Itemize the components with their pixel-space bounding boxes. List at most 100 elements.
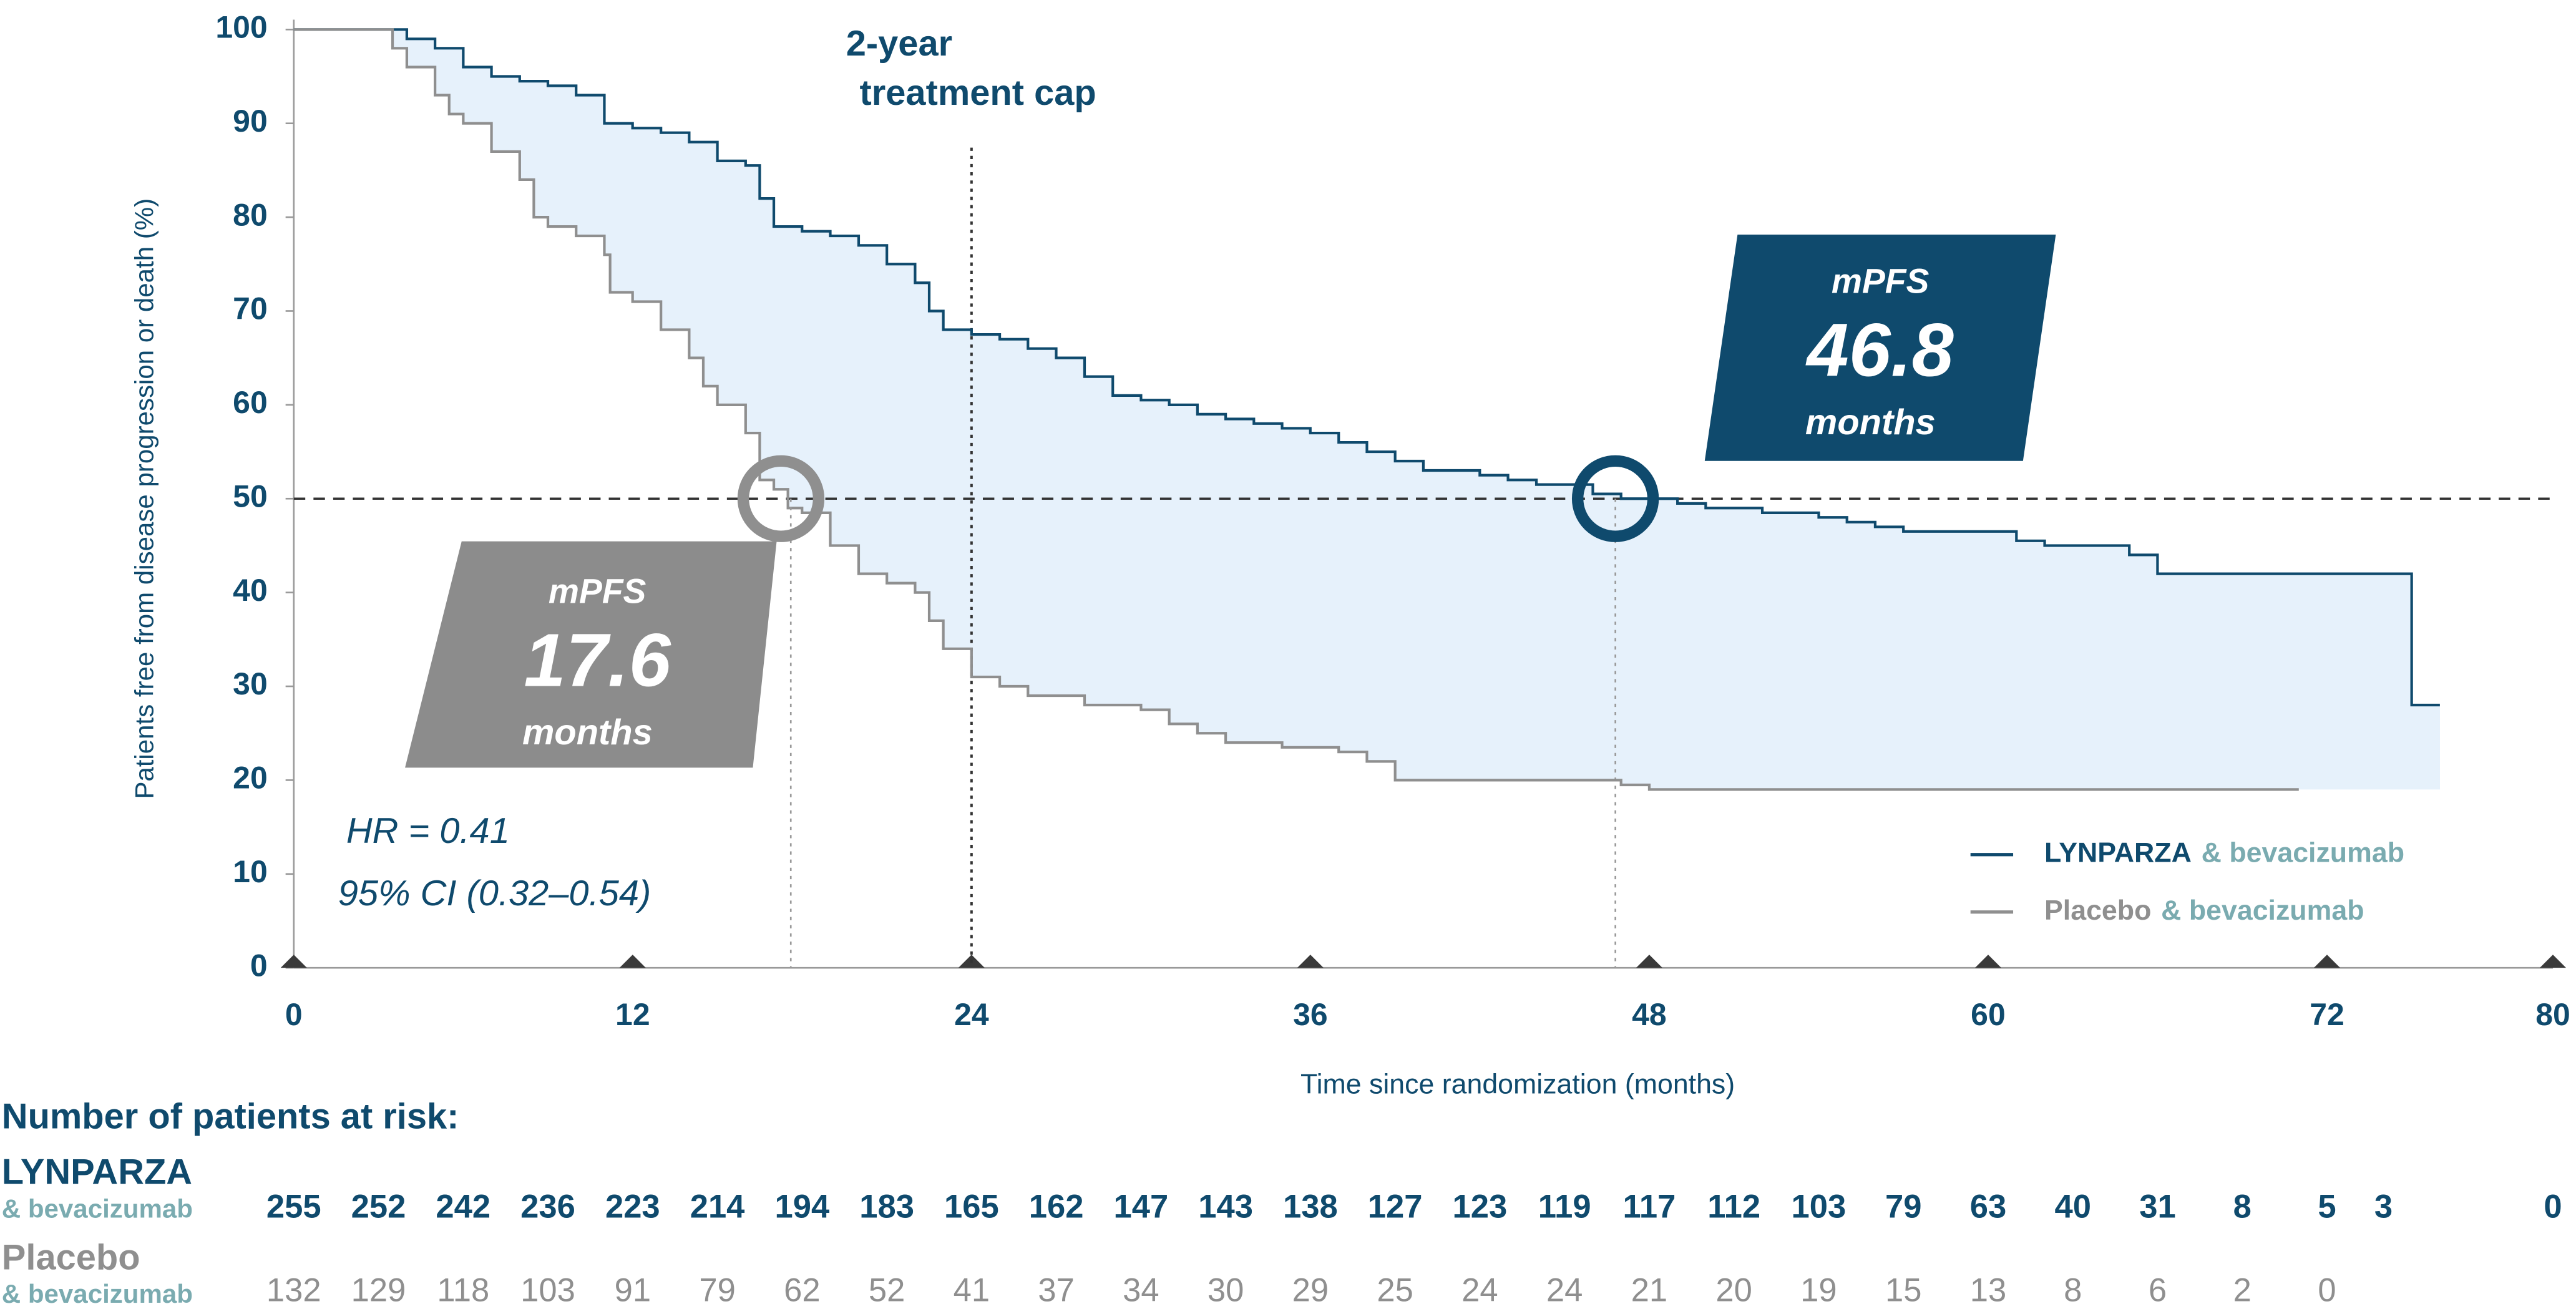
legend-combo: & bevacizumab xyxy=(2202,838,2404,869)
risk-count: 223 xyxy=(605,1189,660,1225)
risk-row-sublabel: & bevacizumab xyxy=(2,1279,193,1308)
cap-label: 2-year xyxy=(846,24,952,64)
risk-count: 147 xyxy=(1114,1189,1169,1225)
risk-count: 118 xyxy=(437,1272,489,1309)
mpfs-circle xyxy=(1571,455,1659,542)
risk-count: 112 xyxy=(1707,1189,1760,1225)
x-tick-label: 72 xyxy=(2310,997,2344,1032)
risk-count: 52 xyxy=(869,1272,905,1309)
risk-count: 129 xyxy=(351,1272,406,1309)
mpfs-unit: months xyxy=(1805,402,1936,442)
y-tick-label: 100 xyxy=(215,10,267,45)
x-tick xyxy=(280,955,307,968)
risk-count: 143 xyxy=(1198,1189,1253,1225)
risk-count: 138 xyxy=(1283,1189,1338,1225)
y-tick-label: 90 xyxy=(233,104,268,139)
risk-count: 8 xyxy=(2233,1189,2252,1225)
risk-count: 79 xyxy=(1885,1189,1921,1225)
km-curve xyxy=(293,28,2440,707)
gray-callout xyxy=(405,541,777,768)
shaded-area xyxy=(293,29,2441,790)
legend-entry: Placebo & bevacizumab xyxy=(2044,895,2364,926)
x-tick xyxy=(2539,955,2567,968)
y-tick-label: 30 xyxy=(233,666,268,701)
risk-count: 63 xyxy=(1970,1189,2006,1225)
risk-count: 13 xyxy=(1970,1272,2006,1309)
risk-title: Number of patients at risk: xyxy=(2,1096,459,1136)
risk-count: 21 xyxy=(1631,1272,1667,1309)
y-tick-label: 60 xyxy=(233,385,268,420)
risk-count: 20 xyxy=(1715,1272,1752,1309)
risk-count: 0 xyxy=(2318,1272,2336,1309)
legend-combo: & bevacizumab xyxy=(2161,895,2364,926)
y-tick-label: 70 xyxy=(233,291,268,326)
risk-count: 37 xyxy=(1038,1272,1074,1309)
y-tick-label: 10 xyxy=(233,854,268,889)
risk-count: 236 xyxy=(520,1189,575,1225)
risk-count: 123 xyxy=(1453,1189,1508,1225)
risk-count: 252 xyxy=(351,1189,406,1225)
risk-count: 24 xyxy=(1461,1272,1498,1309)
x-tick xyxy=(619,955,646,968)
y-axis-label: Patients free from disease progression o… xyxy=(129,198,159,799)
confidence-interval: 95% CI (0.32–0.54) xyxy=(338,873,651,913)
risk-count: 19 xyxy=(1800,1272,1837,1309)
legend-name: LYNPARZA xyxy=(2044,838,2192,869)
cap-label: treatment cap xyxy=(859,73,1096,113)
risk-count: 31 xyxy=(2139,1189,2175,1225)
km-curve xyxy=(293,28,2299,791)
risk-count: 2 xyxy=(2233,1272,2252,1309)
risk-count: 24 xyxy=(1546,1272,1583,1309)
risk-count: 132 xyxy=(266,1272,321,1309)
risk-count: 0 xyxy=(2544,1189,2562,1225)
risk-count: 3 xyxy=(2374,1189,2393,1225)
risk-count: 62 xyxy=(784,1272,820,1309)
x-tick-label: 36 xyxy=(1293,997,1328,1032)
risk-count: 255 xyxy=(266,1189,321,1225)
mpfs-label: mPFS xyxy=(549,572,646,610)
x-axis-label: Time since randomization (months) xyxy=(1300,1069,1735,1099)
risk-count: 41 xyxy=(954,1272,990,1309)
risk-count: 165 xyxy=(944,1189,999,1225)
blue-callout xyxy=(1704,234,2056,461)
risk-count: 29 xyxy=(1292,1272,1329,1309)
risk-row-sublabel: & bevacizumab xyxy=(2,1194,193,1223)
risk-count: 162 xyxy=(1029,1189,1084,1225)
legend-entry: LYNPARZA & bevacizumab xyxy=(2044,838,2404,869)
x-tick-label: 12 xyxy=(615,997,650,1032)
mpfs-value: 17.6 xyxy=(524,618,671,702)
legend-name: Placebo xyxy=(2044,895,2151,926)
mpfs-label: mPFS xyxy=(1832,261,1930,300)
risk-count: 103 xyxy=(1792,1189,1847,1225)
risk-count: 40 xyxy=(2054,1189,2091,1225)
y-tick-label: 50 xyxy=(233,479,268,513)
y-tick-label: 80 xyxy=(233,197,268,232)
x-tick-label: 60 xyxy=(1971,997,2006,1032)
risk-count: 119 xyxy=(1538,1189,1591,1225)
risk-count: 25 xyxy=(1377,1272,1413,1309)
risk-row-label: Placebo xyxy=(2,1237,140,1277)
x-tick xyxy=(1974,955,2001,968)
risk-count: 214 xyxy=(690,1189,745,1225)
risk-count: 127 xyxy=(1368,1189,1423,1225)
risk-count: 183 xyxy=(859,1189,914,1225)
risk-count: 34 xyxy=(1123,1272,1159,1309)
y-tick-label: 0 xyxy=(250,948,268,983)
x-tick xyxy=(2313,955,2341,968)
x-tick xyxy=(1297,955,1324,968)
risk-count: 91 xyxy=(615,1272,651,1309)
risk-count: 6 xyxy=(2149,1272,2167,1309)
x-tick-label: 0 xyxy=(285,997,303,1032)
x-tick-label: 24 xyxy=(954,997,989,1032)
x-tick-label: 80 xyxy=(2535,997,2570,1032)
risk-count: 194 xyxy=(774,1189,829,1225)
mpfs-circle xyxy=(737,455,825,542)
risk-row-label: LYNPARZA xyxy=(2,1152,192,1192)
mpfs-unit: months xyxy=(522,713,653,752)
risk-count: 242 xyxy=(436,1189,490,1225)
y-tick-label: 40 xyxy=(233,573,268,608)
risk-count: 79 xyxy=(699,1272,735,1309)
x-tick xyxy=(1636,955,1662,968)
